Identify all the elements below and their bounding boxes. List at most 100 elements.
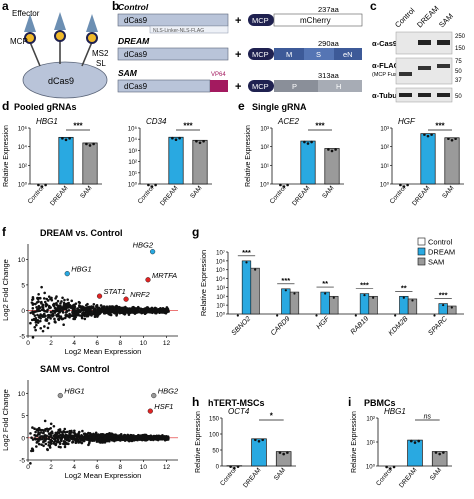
replicate-point	[178, 136, 181, 140]
gene-point	[39, 326, 43, 330]
gene-point	[129, 436, 132, 439]
gene-point	[31, 297, 35, 301]
gene-point	[31, 426, 34, 429]
bar	[58, 136, 74, 185]
bar	[241, 260, 252, 315]
gene-point	[63, 443, 67, 446]
bar	[251, 438, 267, 467]
gene-point	[124, 310, 128, 313]
gene-point	[132, 439, 136, 442]
replicate-point	[438, 452, 441, 456]
x-tick-label: DREAM	[291, 185, 311, 207]
gene-point	[39, 431, 43, 434]
bar	[289, 291, 300, 315]
ms2-loops	[29, 40, 93, 67]
y-tick-label: 10⁴	[216, 276, 226, 283]
gene-point	[152, 434, 156, 438]
blot-label-tubulin: α-Tubulin	[372, 91, 406, 100]
plus-dream: +	[235, 49, 241, 61]
x-tick-label: 10	[140, 464, 148, 471]
replicate-point	[310, 140, 313, 144]
effector-box-control	[273, 13, 363, 27]
gene-point	[58, 310, 61, 314]
x-tick-label: SAM	[79, 185, 93, 200]
replicate-point	[303, 140, 306, 144]
gene-point	[122, 309, 126, 312]
panel-d-title: Pooled gRNAs	[14, 102, 77, 112]
replicate-point	[450, 306, 453, 309]
gene-point	[90, 307, 93, 310]
replicate-point	[254, 438, 257, 442]
replicate-point	[68, 137, 71, 140]
gene-point	[63, 316, 67, 320]
highlighted-gene-point	[123, 296, 129, 302]
x-tick-label: 4	[72, 340, 76, 347]
chart-title: CD34	[146, 117, 167, 126]
effector-shape-3	[86, 14, 98, 32]
gene-point	[66, 309, 69, 313]
gene-point	[65, 430, 69, 434]
gene-point	[152, 308, 155, 311]
chart-title: OCT4	[228, 407, 250, 416]
y-tick-label: 10⁰	[366, 464, 376, 471]
gene-point	[31, 306, 35, 310]
gene-point	[133, 307, 137, 311]
vp64-box	[210, 80, 228, 92]
highlighted-gene-point	[151, 392, 157, 399]
gene-point	[59, 445, 62, 449]
chart-hbg1-pbmc: 10⁰ 10¹ 10² HBG1 Relative Expression Control D…	[351, 407, 452, 489]
gene-point	[45, 427, 49, 431]
gene-point	[79, 309, 83, 312]
bar	[250, 267, 260, 315]
gene-point	[53, 306, 57, 310]
gene-point	[47, 322, 51, 325]
band-tubulin-control	[399, 93, 412, 97]
gene-point	[44, 317, 48, 321]
significance-label: *	[270, 412, 274, 421]
legend-swatch	[417, 257, 426, 266]
replicate-point	[334, 148, 337, 151]
gene-point	[165, 307, 169, 311]
y-tick-label: 10¹	[216, 304, 225, 310]
replicate-point	[236, 314, 239, 317]
replicate-point	[411, 299, 414, 302]
replicate-point	[286, 183, 289, 187]
gene-point	[74, 441, 78, 445]
dcas9-shape	[22, 61, 108, 99]
gene-point	[52, 304, 56, 308]
panel-f-title-2: SAM vs. Control	[40, 364, 110, 374]
panel-letter-a: a	[2, 0, 9, 13]
blot-sublabel-flag: (MCP Fusions)	[372, 72, 409, 78]
gene-point	[146, 306, 150, 309]
gene-point	[50, 298, 54, 302]
dcas9-text-sam: dCas9	[124, 82, 148, 91]
x-tick-label: SAM	[429, 467, 443, 482]
replicate-point	[330, 149, 334, 153]
bar	[329, 295, 339, 315]
x-tick-label: 12	[163, 464, 171, 471]
gene-point	[73, 314, 77, 318]
en-domain-label: eN	[343, 50, 353, 59]
gene-point	[39, 316, 42, 320]
gene-point	[116, 311, 120, 314]
gene-point	[116, 306, 119, 309]
gene-point	[80, 314, 84, 318]
bar	[407, 298, 418, 315]
gene-point	[151, 438, 155, 442]
x-tick-label: DREAM	[49, 185, 69, 207]
gene-point	[136, 307, 139, 311]
replicate-point	[195, 139, 198, 143]
y-tick-label: 10	[18, 391, 26, 398]
construct-title-dream: DREAM	[118, 36, 150, 46]
gene-point	[64, 434, 68, 437]
y-axis-label: Relative Expression	[3, 125, 10, 187]
gene-point	[81, 429, 84, 433]
gene-point	[101, 434, 104, 438]
highlighted-gene-point	[96, 293, 103, 299]
gene-point	[76, 311, 80, 315]
effector-shape-1	[24, 14, 36, 32]
gene-point	[110, 434, 114, 438]
gene-label: HSF1	[154, 402, 173, 411]
m-domain-label: M	[286, 50, 292, 59]
